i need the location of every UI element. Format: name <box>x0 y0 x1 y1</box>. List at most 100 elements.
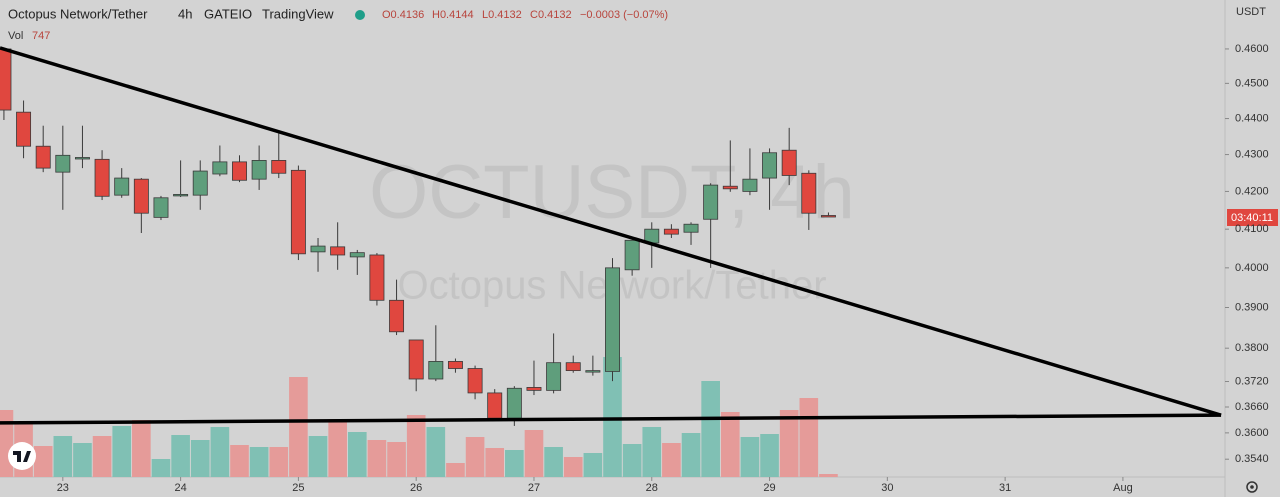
settings-icon[interactable] <box>1246 481 1258 493</box>
candle-body <box>428 361 444 380</box>
candle-body <box>232 161 247 181</box>
trendline <box>0 46 1222 417</box>
y-tick-label: 0.3600 <box>1235 427 1269 439</box>
currency[interactable]: USDT <box>1236 6 1266 18</box>
volume-bar <box>269 447 289 477</box>
x-tick-label: 26 <box>410 482 422 494</box>
trendline <box>0 413 1222 425</box>
countdown: 03:40:11 <box>1231 212 1273 224</box>
y-tick-label: 0.3660 <box>1235 401 1269 413</box>
logo-circle[interactable] <box>8 442 36 470</box>
volume-bar <box>642 427 662 477</box>
x-tick-label: 23 <box>57 482 69 494</box>
y-tick-label: 0.4200 <box>1235 185 1269 197</box>
x-tick-label: Aug <box>1113 482 1133 494</box>
volume-bar <box>347 432 367 477</box>
volume-bar <box>524 430 544 477</box>
volume-bar <box>308 436 328 477</box>
candle-body <box>349 252 365 258</box>
candle-body <box>624 239 640 271</box>
x-tick-label: 31 <box>999 482 1011 494</box>
volume-bar <box>544 447 563 477</box>
volume-bar <box>583 453 603 477</box>
gear-center[interactable] <box>1250 485 1254 489</box>
candle-body <box>506 387 522 419</box>
volume-label: Vol <box>8 30 23 42</box>
volume-bar <box>171 435 190 477</box>
candle-body <box>487 392 503 419</box>
candle-body <box>310 245 326 253</box>
volume-bar <box>92 436 112 477</box>
x-tick-label: 28 <box>646 482 658 494</box>
interval[interactable]: 4h <box>178 6 192 21</box>
ohlc-low: L0.4132 <box>482 9 522 21</box>
volume-bar <box>151 459 171 477</box>
volume-bar <box>485 448 505 477</box>
volume-bar <box>33 446 53 477</box>
x-tick-label: 24 <box>174 482 186 494</box>
y-tick-label: 0.4100 <box>1235 223 1269 235</box>
trendline-layer <box>0 46 1222 425</box>
volume-bar <box>760 434 779 477</box>
volume-bar <box>446 463 465 477</box>
x-tick-label: 30 <box>881 482 893 494</box>
volume-bar <box>779 410 799 477</box>
candle-body <box>722 185 738 190</box>
candle-body <box>389 299 405 333</box>
volume-bar <box>73 443 92 477</box>
symbol-title[interactable]: Octopus Network/Tether <box>8 6 148 21</box>
candle-body <box>546 362 562 391</box>
x-tick-label: 29 <box>763 482 775 494</box>
candle-body <box>762 152 778 179</box>
tradingview-logo[interactable] <box>8 442 36 470</box>
candle-body <box>408 339 424 380</box>
candle-body <box>133 178 149 214</box>
exchange: GATEIO <box>204 6 252 21</box>
ohlc-close: C0.4132 <box>530 9 572 21</box>
y-tick-label: 0.4000 <box>1235 262 1269 274</box>
volume-bar <box>819 474 838 477</box>
status-dot <box>355 10 365 20</box>
candle-body <box>467 368 483 394</box>
candle-layer <box>0 48 836 426</box>
candle-body <box>153 197 169 218</box>
volume-bar <box>720 412 740 477</box>
volume-bar <box>681 433 701 477</box>
candle-body <box>820 215 836 218</box>
volume-bar <box>387 442 406 477</box>
candle-body <box>781 149 797 176</box>
candle-body <box>212 161 228 175</box>
candle-body <box>447 361 463 369</box>
volume-bar <box>505 450 524 477</box>
candle-body <box>330 246 346 256</box>
gear[interactable] <box>1246 481 1258 493</box>
candle-body <box>742 178 758 192</box>
volume-bar <box>230 445 249 477</box>
volume-bar <box>740 437 760 477</box>
y-tick-label: 0.3540 <box>1235 453 1269 465</box>
y-tick-label: 0.3800 <box>1235 342 1269 354</box>
volume-bar <box>0 410 14 477</box>
candle-body <box>703 184 719 220</box>
x-tick-label: 25 <box>292 482 304 494</box>
candle-body <box>74 157 90 160</box>
volume-bar <box>563 457 583 477</box>
volume-bar <box>603 357 622 477</box>
x-tick-label: 27 <box>528 482 540 494</box>
volume-bar <box>132 420 151 477</box>
volume-bar <box>289 377 308 477</box>
volume-bar <box>367 440 387 477</box>
candle-body <box>114 177 130 196</box>
candle-body <box>585 370 601 373</box>
volume-bar <box>328 419 347 477</box>
candle-body <box>251 160 267 180</box>
volume-last: 747 <box>32 30 50 42</box>
candle-body <box>605 267 620 372</box>
countdown-badge <box>1227 209 1278 226</box>
volume-bar <box>210 427 230 477</box>
logo-mark[interactable] <box>13 451 31 462</box>
volume-bar <box>662 443 681 477</box>
